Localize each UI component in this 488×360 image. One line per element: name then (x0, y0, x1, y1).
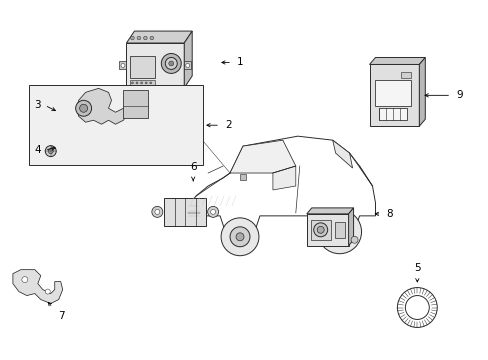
Bar (119, 62, 126, 69)
Bar (184, 62, 191, 69)
Polygon shape (13, 270, 62, 303)
Circle shape (229, 227, 249, 247)
Circle shape (221, 218, 259, 256)
Circle shape (121, 63, 125, 67)
Polygon shape (229, 140, 295, 173)
Bar (375, 80, 410, 106)
Text: 7: 7 (58, 311, 64, 321)
Polygon shape (369, 58, 425, 64)
Circle shape (80, 104, 87, 112)
Circle shape (185, 63, 189, 67)
Text: 6: 6 (189, 162, 196, 172)
Bar (164, 198, 206, 226)
Bar (130, 56, 155, 78)
Text: 5: 5 (413, 263, 420, 273)
Bar (188, 206, 200, 220)
Bar (126, 43, 184, 88)
Circle shape (137, 36, 141, 40)
Circle shape (143, 36, 147, 40)
Polygon shape (419, 58, 425, 126)
Circle shape (149, 82, 151, 84)
Bar (379, 108, 407, 120)
Polygon shape (306, 208, 353, 214)
Circle shape (317, 210, 361, 254)
Circle shape (48, 149, 53, 154)
Circle shape (152, 206, 163, 217)
Circle shape (313, 223, 327, 237)
Text: 9: 9 (455, 90, 462, 100)
Circle shape (207, 206, 218, 217)
Bar (369, 64, 419, 126)
Circle shape (168, 61, 173, 66)
Text: 4: 4 (34, 145, 41, 155)
Text: 8: 8 (386, 209, 392, 219)
Circle shape (161, 54, 181, 73)
Circle shape (145, 82, 147, 84)
Circle shape (136, 82, 138, 84)
Polygon shape (348, 208, 353, 246)
Circle shape (155, 210, 160, 214)
Circle shape (130, 36, 134, 40)
Circle shape (45, 289, 50, 294)
Bar (401, 72, 410, 78)
Polygon shape (188, 136, 375, 238)
Polygon shape (184, 31, 192, 88)
Text: 1: 1 (237, 58, 243, 67)
Bar (334, 222, 344, 238)
Circle shape (236, 233, 244, 241)
Polygon shape (126, 31, 192, 43)
Circle shape (131, 82, 133, 84)
Polygon shape (272, 166, 295, 190)
Circle shape (327, 220, 351, 244)
Bar (130, 80, 155, 86)
Polygon shape (77, 88, 128, 124)
Text: 3: 3 (34, 100, 41, 110)
Circle shape (210, 210, 215, 214)
Circle shape (22, 276, 28, 283)
Bar (240, 174, 245, 180)
Bar (306, 214, 348, 246)
Circle shape (150, 36, 153, 40)
Circle shape (317, 226, 324, 233)
Bar (29, 85, 203, 165)
Circle shape (334, 227, 344, 236)
Bar (310, 220, 330, 240)
Circle shape (165, 58, 177, 69)
Polygon shape (332, 140, 352, 168)
Circle shape (350, 236, 357, 243)
Bar (123, 90, 148, 118)
Circle shape (76, 100, 91, 116)
Circle shape (141, 82, 142, 84)
Circle shape (45, 146, 56, 157)
Text: 2: 2 (224, 120, 231, 130)
